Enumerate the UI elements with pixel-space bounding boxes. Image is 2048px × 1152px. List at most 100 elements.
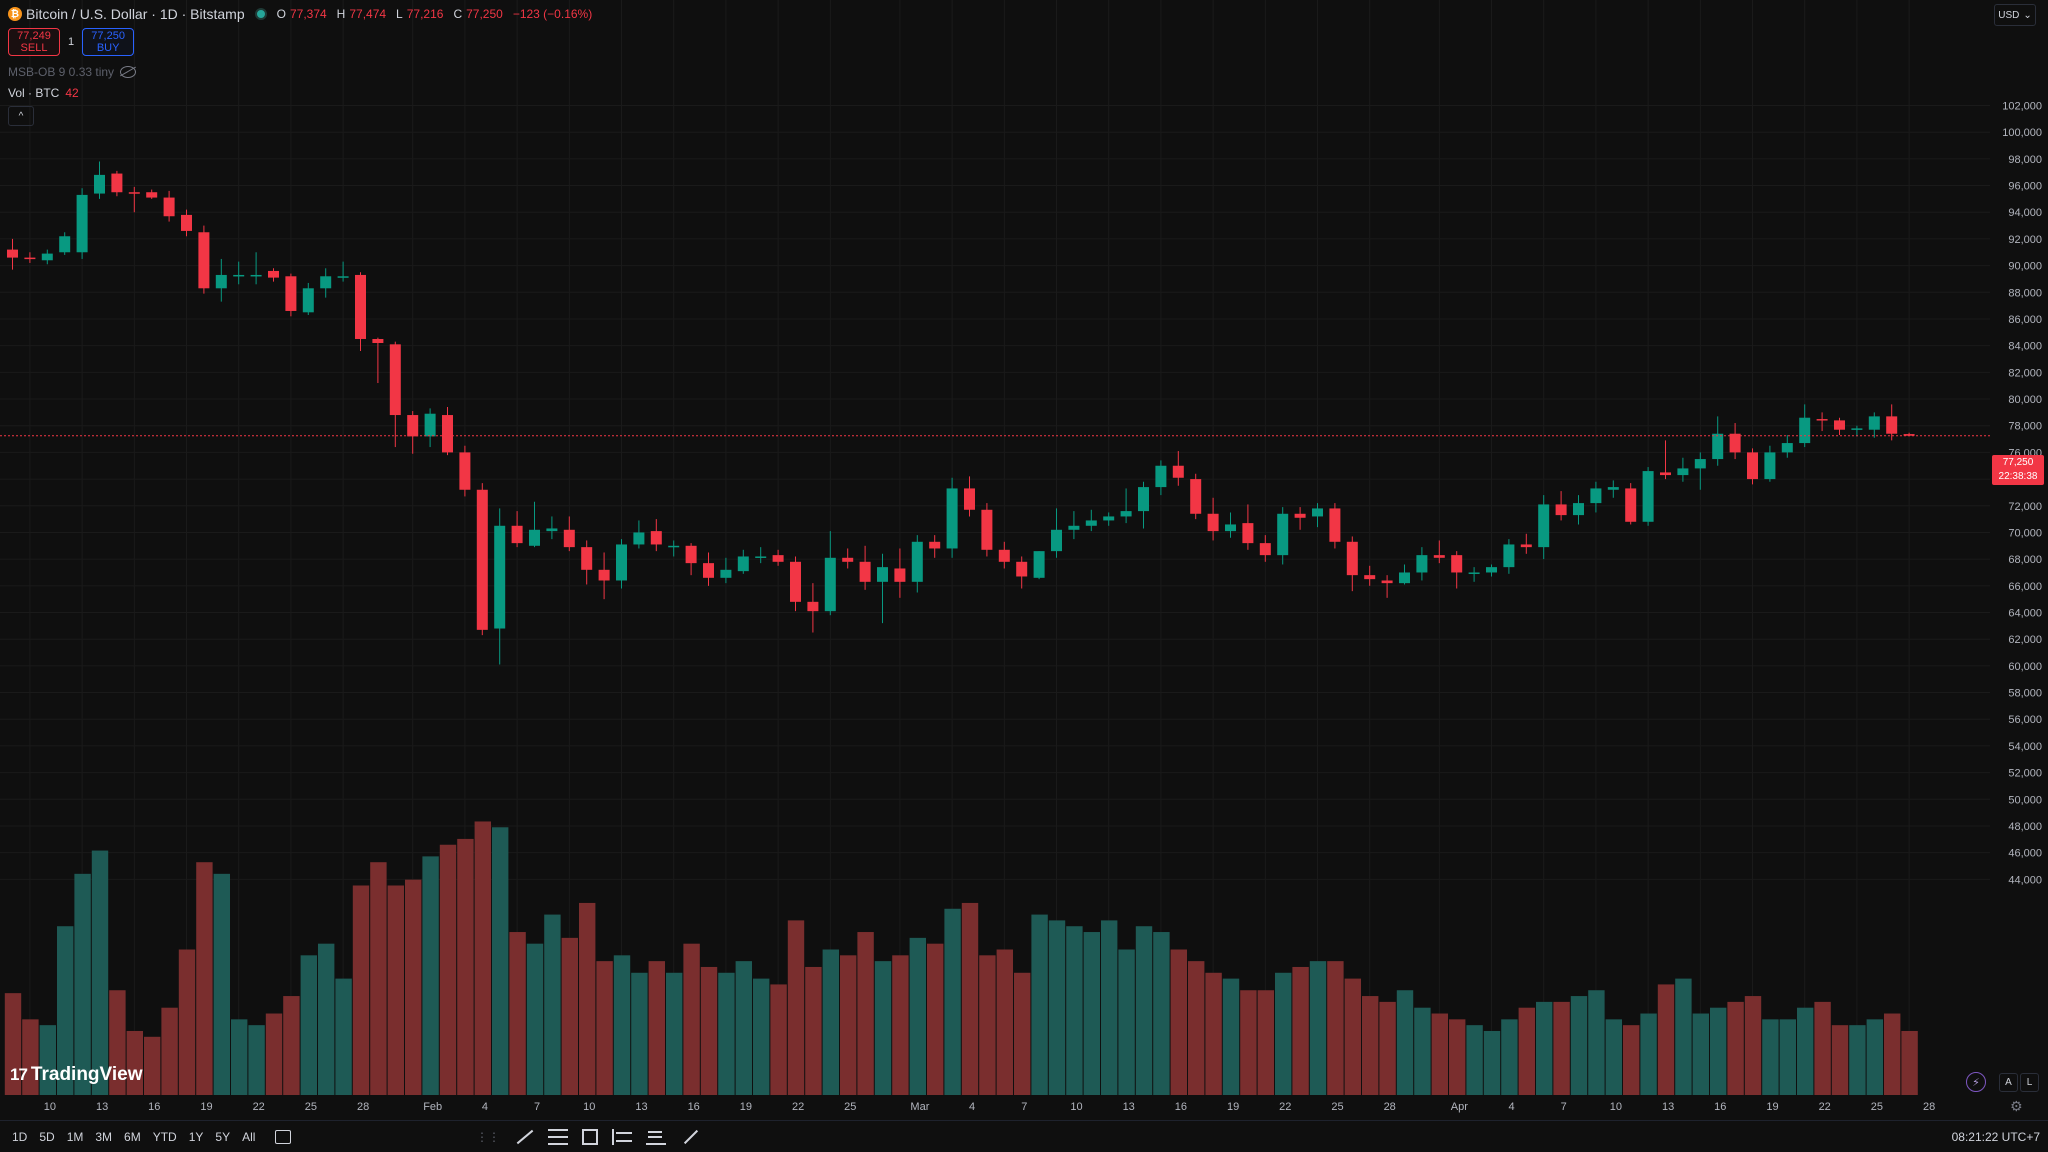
- price-tick-label: 58,000: [2008, 688, 2042, 700]
- range-3m[interactable]: 3M: [95, 1129, 113, 1144]
- price-tick-label: 72,000: [2008, 501, 2042, 513]
- clock-timezone[interactable]: 08:21:22 UTC+7: [1951, 1130, 2040, 1144]
- log-scale-button[interactable]: L: [2020, 1073, 2039, 1092]
- date-tick-label: 28: [1923, 1101, 1935, 1113]
- volume-bar: [1744, 996, 1762, 1095]
- candle: [250, 252, 262, 285]
- range-ytd[interactable]: YTD: [152, 1129, 177, 1144]
- candle-body: [981, 509, 993, 550]
- drag-handle-icon[interactable]: ⋮⋮: [476, 1130, 500, 1144]
- indicator-msb-ob[interactable]: MSB-OB 9 0.33 tiny: [8, 65, 137, 79]
- candle: [1747, 448, 1758, 485]
- candle: [981, 503, 993, 557]
- sell-button[interactable]: 77,249 SELL: [8, 28, 60, 56]
- eye-off-icon[interactable]: [120, 66, 137, 78]
- range-5d[interactable]: 5D: [39, 1129, 55, 1144]
- buy-price: 77,250: [91, 30, 125, 42]
- candle-body: [703, 563, 714, 578]
- volume-bar: [1118, 949, 1135, 1095]
- candle: [859, 545, 871, 590]
- candle: [1694, 452, 1706, 490]
- range-all[interactable]: All: [242, 1129, 256, 1144]
- date-tick-label: 16: [1714, 1101, 1726, 1113]
- rectangle-icon[interactable]: [582, 1129, 598, 1145]
- candle: [1607, 480, 1619, 498]
- candle-body: [563, 529, 575, 548]
- candle: [1886, 404, 1898, 441]
- candle: [494, 508, 506, 665]
- volume-bar: [231, 1019, 248, 1095]
- price-tick-label: 84,000: [2008, 341, 2042, 353]
- volume-bar: [1066, 926, 1083, 1095]
- candle: [41, 249, 53, 265]
- price-axis[interactable]: 102,000 100,000 98,000 96,000 94,000 92,000 90…: [1990, 0, 2048, 1120]
- range-1m[interactable]: 1M: [66, 1129, 84, 1144]
- candle: [1329, 503, 1341, 549]
- candle: [1138, 481, 1149, 529]
- price-tick-label: 78,000: [2008, 421, 2042, 433]
- symbol-title[interactable]: Bitcoin / U.S. Dollar · 1D · Bitstamp: [26, 6, 245, 22]
- gear-icon[interactable]: ⚙: [2010, 1098, 2023, 1114]
- volume-bar: [1449, 1019, 1466, 1095]
- candle-body: [1503, 544, 1515, 568]
- candle-body: [1816, 419, 1828, 421]
- candle-body: [998, 549, 1010, 562]
- volume-bar: [683, 943, 700, 1095]
- volume-bar: [1849, 1025, 1866, 1095]
- candle: [737, 549, 749, 574]
- range-6m[interactable]: 6M: [124, 1129, 141, 1144]
- price-chart[interactable]: 102,000 100,000 98,000 96,000 94,000 92,000 90…: [0, 0, 2048, 1120]
- candle-body: [1312, 508, 1323, 517]
- range-1y[interactable]: 1Y: [188, 1129, 204, 1144]
- market-status-icon[interactable]: [254, 8, 267, 20]
- volume-bar: [596, 961, 613, 1095]
- buy-button[interactable]: 77,250 BUY: [82, 28, 135, 56]
- measure-icon[interactable]: [646, 1129, 666, 1145]
- bolt-icon[interactable]: ⚡: [1966, 1072, 1986, 1092]
- range-5y[interactable]: 5Y: [215, 1129, 231, 1144]
- range-1d[interactable]: 1D: [12, 1129, 28, 1144]
- candle-body: [1868, 416, 1880, 430]
- auto-scale-button[interactable]: A: [1999, 1073, 2018, 1092]
- candle: [964, 476, 975, 517]
- volume-bar: [1692, 1013, 1709, 1095]
- volume-bar: [631, 972, 648, 1095]
- candle-body: [1259, 543, 1271, 556]
- fib-retracement-icon[interactable]: [548, 1129, 568, 1145]
- brush-icon[interactable]: [680, 1129, 700, 1145]
- candle-body: [1120, 511, 1132, 517]
- indicator-volume[interactable]: Vol · BTC 42: [8, 86, 79, 100]
- candle-body: [1607, 487, 1619, 490]
- price-tick-label: 96,000: [2008, 181, 2042, 193]
- candle-body: [790, 561, 801, 602]
- date-tick-label: 4: [969, 1101, 975, 1113]
- volume-bar: [1362, 996, 1379, 1095]
- candle: [163, 190, 175, 222]
- candle-body: [1416, 555, 1428, 573]
- volume-bar: [1344, 978, 1361, 1095]
- candle: [181, 209, 192, 237]
- date-tick-label: 25: [1331, 1101, 1343, 1113]
- candle: [1207, 497, 1219, 541]
- date-tick-label: 19: [740, 1101, 752, 1113]
- candle: [59, 232, 71, 255]
- candle-body: [494, 525, 506, 629]
- date-tick-label: 19: [1227, 1101, 1239, 1113]
- date-tick-label: 4: [482, 1101, 488, 1113]
- currency-selector[interactable]: USD ⌄: [1994, 4, 2036, 26]
- volume-bar: [805, 966, 822, 1095]
- volume-bar: [1675, 978, 1692, 1095]
- volume-bar: [387, 885, 404, 1095]
- price-tick-label: 100,000: [2002, 127, 2042, 139]
- candle: [790, 556, 801, 612]
- calendar-icon[interactable]: [275, 1129, 292, 1144]
- candle: [1399, 564, 1410, 585]
- candle: [1068, 511, 1080, 540]
- low-value: 77,216: [406, 7, 444, 21]
- collapse-legend-button[interactable]: ^: [8, 106, 34, 126]
- indicator-vol-value: 42: [65, 86, 79, 100]
- trend-line-icon[interactable]: [514, 1129, 534, 1145]
- long-position-icon[interactable]: [612, 1129, 632, 1145]
- price-tick-label: 50,000: [2008, 794, 2042, 806]
- date-axis[interactable]: 10 13 16 19 22 25 28 Feb 4 7 10 13 16 19 22 25 Mar 4 7 10 13…: [44, 1101, 1935, 1113]
